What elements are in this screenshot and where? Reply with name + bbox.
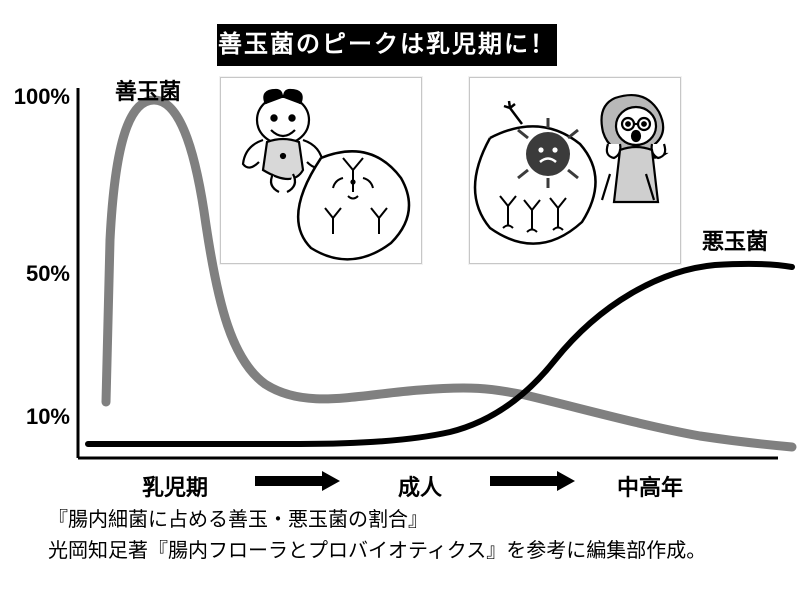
- x-category-label: 乳児期: [130, 470, 220, 502]
- y-tick-label: 10%: [0, 404, 70, 430]
- chart-source-caption: 『腸内細菌に占める善玉・悪玉菌の割合』 光岡知足著『腸内フローラとプロバイオティ…: [48, 505, 706, 567]
- good-bacteria-label: 善玉菌: [115, 74, 181, 106]
- x-axis-arrow-icon: [255, 471, 340, 491]
- y-tick-label: 100%: [0, 84, 70, 110]
- caption-line-2: 光岡知足著『腸内フローラとプロバイオティクス』を参考に編集部作成。: [48, 536, 706, 567]
- bad-bacteria-curve: [88, 264, 792, 444]
- baby-illustration-box: [221, 78, 421, 263]
- chart-title-text: 善玉菌のピークは乳児期に！: [217, 24, 557, 66]
- elder-illustration-box: [470, 78, 680, 263]
- baby-illustration-icon: [221, 78, 421, 263]
- x-category-label: 成人: [385, 470, 455, 502]
- bad-bacteria-label: 悪玉菌: [702, 224, 768, 256]
- caption-line-1: 『腸内細菌に占める善玉・悪玉菌の割合』: [48, 505, 706, 536]
- elder-illustration-icon: [470, 78, 680, 263]
- good-bacteria-curve: [106, 100, 792, 447]
- x-category-label: 中高年: [605, 470, 695, 502]
- chart-container: { "canvas":{"w":800,"h":594}, "title":{ …: [0, 0, 800, 594]
- y-tick-label: 50%: [0, 261, 70, 287]
- x-axis-arrow-icon: [490, 471, 575, 491]
- chart-title-bar: 善玉菌のピークは乳児期に！: [217, 24, 557, 66]
